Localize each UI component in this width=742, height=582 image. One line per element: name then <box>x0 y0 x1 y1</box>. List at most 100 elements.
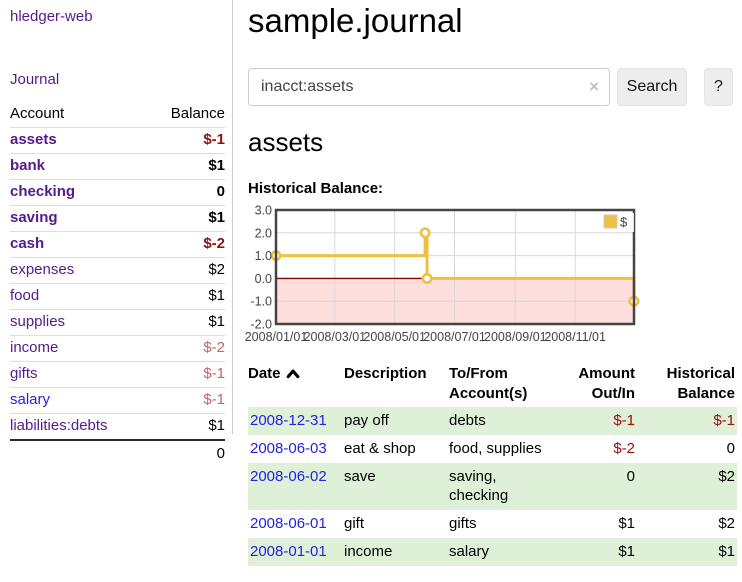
svg-text:0.0: 0.0 <box>255 272 272 286</box>
register-description-cell: eat & shop <box>344 439 416 457</box>
account-balance: $1 <box>208 313 225 330</box>
sidebar: hledger-web Journal Account Balance asse… <box>0 0 233 462</box>
svg-text:-1.0: -1.0 <box>250 294 272 308</box>
register-balance-cell: $1 <box>718 542 735 560</box>
register-accounts-cell: debts <box>449 411 486 429</box>
register-date-cell: 2008-01-01 <box>248 538 344 566</box>
account-name-cell: gifts <box>10 362 148 388</box>
account-balance: $2 <box>208 261 225 278</box>
register-accounts-cell: gifts <box>449 514 477 532</box>
help-button[interactable]: ? <box>704 67 733 106</box>
account-balance: 0 <box>216 183 225 200</box>
account-row: food $1 <box>10 284 225 310</box>
main-content: sample.journal × Search ? assets Histori… <box>245 0 740 566</box>
app-brand-link[interactable]: hledger-web <box>10 8 93 25</box>
account-link[interactable]: food <box>10 287 40 304</box>
account-link[interactable]: supplies <box>10 313 66 330</box>
page-title: sample.journal <box>248 2 463 39</box>
register-accounts-cell: food, supplies <box>449 439 542 457</box>
chart-label: Historical Balance: <box>248 179 384 197</box>
account-row: income $-2 <box>10 336 225 362</box>
account-row: gifts $-1 <box>10 362 225 388</box>
account-name-cell: food <box>10 284 148 310</box>
account-link[interactable]: expenses <box>10 261 75 278</box>
account-row: assets $-1 <box>10 128 225 154</box>
register-date-cell: 2008-06-02 <box>248 463 344 510</box>
account-name-cell: bank <box>10 154 148 180</box>
account-link[interactable]: checking <box>10 183 76 200</box>
search-button[interactable]: Search <box>617 67 687 106</box>
account-link[interactable]: assets <box>10 131 57 148</box>
account-link[interactable]: gifts <box>10 365 38 382</box>
accounts-header-balance: Balance <box>148 101 225 128</box>
account-link[interactable]: saving <box>10 209 58 226</box>
legend-swatch <box>603 214 618 229</box>
account-name-cell: income <box>10 336 148 362</box>
transaction-date-link[interactable]: 2008-06-01 <box>250 514 327 532</box>
clear-search-icon[interactable]: × <box>589 76 599 96</box>
register-row: 2008-06-01 gift gifts $1 $2 <box>248 510 737 538</box>
account-link[interactable]: cash <box>10 235 45 252</box>
register-balance-cell: $2 <box>718 467 735 485</box>
account-balance: $-1 <box>203 131 225 148</box>
account-name-cell: saving <box>10 206 148 232</box>
data-point-marker <box>419 227 431 239</box>
register-description-cell: save <box>344 467 376 485</box>
transaction-date-link[interactable]: 2008-06-02 <box>250 467 327 485</box>
account-link[interactable]: liabilities:debts <box>10 417 108 434</box>
svg-text:1.0: 1.0 <box>255 249 272 263</box>
svg-text:2008/09/01: 2008/09/01 <box>484 330 547 344</box>
register-row: 2008-06-02 save saving, checking 0 $2 <box>248 462 737 510</box>
accounts-total-row: 0 <box>10 440 225 467</box>
accounts-total-spacer <box>10 440 148 467</box>
register-date-cell: 2008-06-03 <box>248 435 344 463</box>
account-row: supplies $1 <box>10 310 225 336</box>
account-row: cash $-2 <box>10 232 225 258</box>
transaction-date-link[interactable]: 2008-01-01 <box>250 542 327 560</box>
search-bar: × Search ? <box>248 67 740 106</box>
account-name-cell: salary <box>10 388 148 414</box>
sidebar-item-journal[interactable]: Journal <box>10 71 60 88</box>
account-link[interactable]: bank <box>10 157 46 174</box>
account-row: saving $1 <box>10 206 225 232</box>
accounts-table: Account Balance assets $-1 bank $1 checking 0… <box>10 101 225 467</box>
register-header-accounts: To/From Account(s) <box>449 364 528 402</box>
register-header-row: Date Description To/From Account(s) Amou… <box>248 361 737 407</box>
svg-text:3.0: 3.0 <box>255 203 272 217</box>
register-amount-cell: $1 <box>618 542 635 560</box>
account-row: bank $1 <box>10 154 225 180</box>
account-balance: $-1 <box>203 365 225 382</box>
account-row: liabilities:debts $1 <box>10 414 225 441</box>
register-header-description: Description <box>344 364 427 382</box>
register-row: 2008-06-03 eat & shop food, supplies $-2 0 <box>248 435 737 463</box>
register-accounts-cell: saving, checking <box>449 467 509 504</box>
account-balance: $1 <box>208 209 225 226</box>
register-balance-cell: $-1 <box>713 411 735 429</box>
register-date-cell: 2008-06-01 <box>248 510 344 538</box>
transaction-date-link[interactable]: 2008-06-03 <box>250 439 327 457</box>
svg-text:2008/03/01: 2008/03/01 <box>304 330 367 344</box>
register-header-amount: Amount Out/In <box>578 364 635 402</box>
register-accounts-cell: salary <box>449 542 490 560</box>
account-title: assets <box>248 126 324 157</box>
account-link[interactable]: income <box>10 339 59 356</box>
register-date-cell: 2008-12-31 <box>248 407 344 435</box>
register-header-balance: Historical Balance <box>666 364 735 402</box>
accounts-total-balance: 0 <box>216 445 225 462</box>
account-link[interactable]: salary <box>10 391 51 408</box>
register-description-cell: income <box>344 542 393 560</box>
account-name-cell: supplies <box>10 310 148 336</box>
svg-text:2008/07/01: 2008/07/01 <box>423 330 486 344</box>
account-row: salary $-1 <box>10 388 225 414</box>
transaction-date-link[interactable]: 2008-12-31 <box>250 411 327 429</box>
search-input[interactable] <box>248 67 610 106</box>
register-table: Date Description To/From Account(s) Amou… <box>248 361 737 566</box>
account-name-cell: liabilities:debts <box>10 414 148 441</box>
legend-label: $ <box>620 214 628 229</box>
account-balance: $-1 <box>203 391 225 408</box>
register-header-date: Date <box>248 361 344 407</box>
register-row: 2008-12-31 pay off debts $-1 $-1 <box>248 406 737 435</box>
register-row: 2008-01-01 income salary $1 $1 <box>248 537 737 566</box>
accounts-table-header: Account Balance <box>10 101 225 128</box>
account-balance: $1 <box>208 287 225 304</box>
